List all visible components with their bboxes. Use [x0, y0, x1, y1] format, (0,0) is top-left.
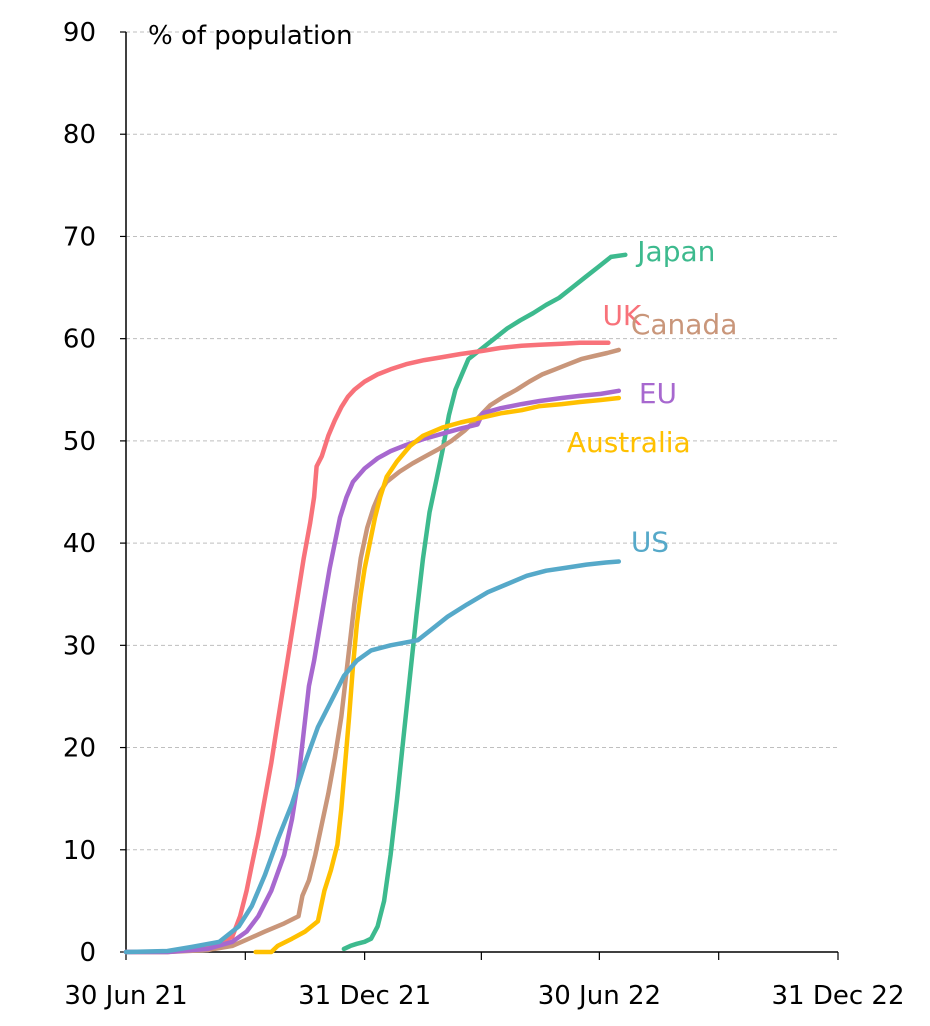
series-label-canada: Canada	[631, 308, 738, 341]
series-label-uk: UK	[602, 299, 641, 332]
y-tick-label: 90	[63, 18, 96, 48]
series-label-japan: Japan	[635, 235, 715, 268]
x-tick-label: 31 Dec 22	[771, 981, 904, 1011]
y-axis-title: % of population	[148, 21, 353, 51]
y-tick-label: 30	[63, 631, 96, 661]
y-tick-label: 0	[79, 938, 96, 968]
series-label-us: US	[631, 526, 669, 559]
y-tick-label: 20	[63, 734, 96, 764]
gridlines	[126, 31, 838, 851]
y-tick-label: 60	[63, 325, 96, 355]
series-line-us	[123, 559, 622, 955]
y-tick-label: 80	[63, 120, 96, 150]
series-line-canada	[123, 347, 622, 955]
y-tick-label: 40	[63, 529, 96, 559]
x-tick-label: 30 Jun 22	[538, 981, 661, 1011]
y-tick-label: 50	[63, 427, 96, 457]
x-tick-label: 30 Jun 21	[64, 981, 187, 1011]
y-tick-label: 70	[63, 222, 96, 252]
axes: 0 10 20 30 40 50 60 70 80 90 30 Jun 21 31 Dec 21 30 …	[63, 18, 905, 1011]
y-tick-label: 10	[63, 836, 96, 866]
series-lines	[123, 252, 628, 955]
series-line-australia	[253, 395, 622, 955]
x-tick-label: 31 Dec 21	[298, 981, 431, 1011]
series-line-eu	[123, 388, 622, 955]
series-label-australia: Australia	[567, 426, 691, 459]
series-line-uk	[123, 340, 611, 955]
series-label-eu: EU	[639, 377, 677, 410]
